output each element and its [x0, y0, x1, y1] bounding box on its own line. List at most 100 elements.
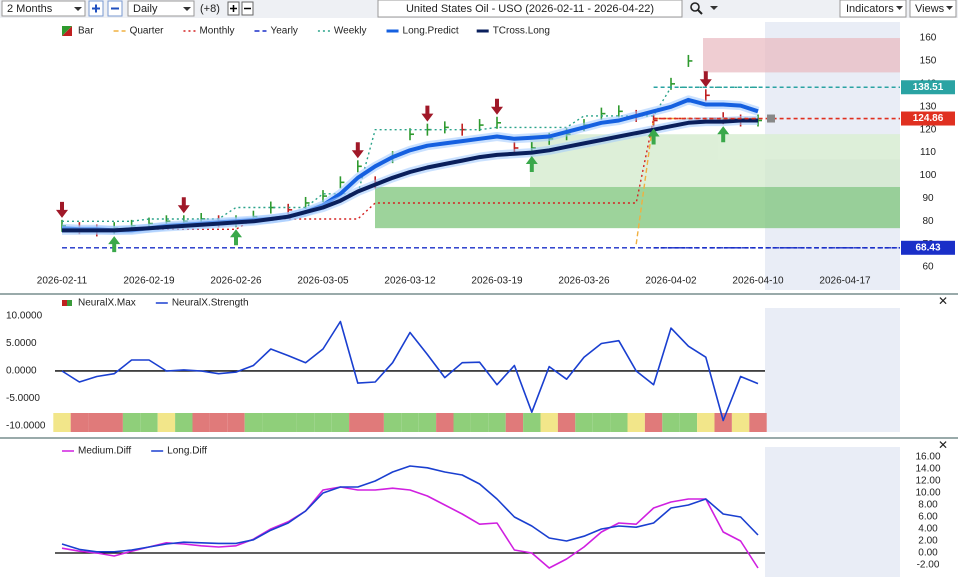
y-tick-label: -5.0000: [6, 393, 40, 404]
search-icon[interactable]: [690, 2, 700, 12]
views-button[interactable]: [909, 0, 957, 18]
legend-label: TCross.Long: [493, 26, 550, 37]
y-tick-label: 100: [920, 170, 937, 181]
interval-text: Daily: [133, 3, 158, 15]
level-label: 68.43: [915, 242, 940, 253]
strength-strip: [140, 413, 158, 432]
x-tick-label: 2026-04-02: [645, 276, 697, 287]
y-tick-label: -10.0000: [6, 421, 46, 432]
search-icon-handle: [697, 9, 703, 15]
strength-strip: [244, 413, 263, 432]
y-tick-label: 0.00: [918, 548, 938, 559]
sell-arrow: [56, 201, 68, 218]
strength-strip: [157, 413, 176, 432]
strength-strip: [296, 413, 315, 432]
legend-label: Yearly: [270, 26, 297, 37]
strength-strip: [175, 413, 193, 432]
series-line: [61, 320, 759, 422]
dropdown-arrow: [946, 6, 953, 10]
price-bar: [704, 89, 710, 102]
strength-strip: [505, 413, 524, 432]
strength-strip: [314, 413, 332, 432]
future-region: [765, 447, 900, 577]
legend-label: Quarter: [130, 26, 165, 37]
y-tick-label: -2.00: [917, 560, 940, 571]
y-tick-label: 8.00: [918, 500, 938, 511]
x-tick-label: 2026-02-26: [210, 276, 262, 287]
sell-arrow: [421, 105, 434, 122]
strength-strip: [592, 413, 611, 432]
strength-strip: [88, 413, 106, 432]
x-tick-label: 2026-03-26: [558, 276, 610, 287]
level-label-bg: [901, 80, 955, 95]
y-tick-label: 10.00: [915, 488, 940, 499]
dropdown-arrow: [710, 6, 718, 10]
strength-strip: [610, 413, 628, 432]
level-label: 124.86: [913, 113, 944, 124]
buy-arrow: [717, 126, 730, 143]
legend-label: Long.Predict: [403, 26, 459, 37]
y-tick-label: 80: [922, 216, 934, 227]
x-tick-label: 2026-03-12: [384, 276, 436, 287]
symbol-box[interactable]: [377, 0, 683, 18]
buy-arrow: [525, 155, 538, 172]
strength-strip: [453, 413, 471, 432]
indicators-text: Indicators: [846, 3, 894, 15]
strength-strip: [418, 413, 437, 432]
y-tick-label: 60: [922, 262, 934, 273]
series-line: [61, 465, 759, 553]
dropdown-arrow: [74, 7, 82, 11]
legend-icon: [67, 300, 72, 306]
y-tick-label: 10.0000: [6, 311, 43, 322]
strength-strip: [470, 413, 489, 432]
price-bar: [339, 176, 345, 189]
indicators-button[interactable]: [839, 0, 907, 18]
series-line: [62, 118, 758, 233]
price-bar: [443, 121, 449, 134]
strength-strip: [209, 413, 228, 432]
buy-arrow: [108, 236, 121, 253]
strength-strip: [122, 413, 141, 432]
strength-strip: [53, 413, 71, 432]
price-bar: [356, 160, 362, 173]
y-tick-label: 14.00: [915, 464, 940, 475]
dropdown-arrow: [183, 7, 191, 11]
strength-strip: [662, 413, 680, 432]
close-panel[interactable]: ✕: [938, 294, 948, 308]
strength-strip: [644, 413, 663, 432]
price-bar: [304, 196, 310, 209]
level-label-bg: [901, 240, 955, 255]
legend-icon: [62, 300, 67, 306]
sell-arrow: [177, 197, 190, 214]
x-tick-label: 2026-02-19: [123, 276, 175, 287]
buy-arrow: [647, 128, 660, 145]
strength-strip: [557, 413, 576, 432]
offset-text: (+8): [200, 3, 220, 15]
plus-icon: [230, 5, 237, 12]
x-tick-label: 2026-02-11: [37, 276, 88, 287]
legend-icon: [62, 26, 72, 36]
support-zone-upper: [718, 134, 900, 160]
strength-strip: [523, 413, 541, 432]
y-tick-label: 150: [920, 56, 937, 67]
strength-strip: [679, 413, 698, 432]
support-zone: [375, 186, 900, 229]
close-panel[interactable]: ✕: [938, 438, 948, 452]
strength-strip: [697, 413, 715, 432]
y-tick-label: 6.00: [918, 512, 938, 523]
legend-label: Medium.Diff: [78, 446, 131, 457]
strength-strip: [366, 413, 384, 432]
strength-strip: [749, 413, 767, 432]
y-tick-label: 90: [922, 193, 934, 204]
plus-icon: [92, 4, 100, 13]
y-tick-label: 12.00: [915, 476, 940, 487]
y-tick-label: 130: [920, 101, 937, 112]
period-select[interactable]: [1, 0, 86, 17]
legend-label: NeuralX.Max: [78, 298, 136, 309]
strength-strip: [540, 413, 558, 432]
x-tick-label: 2026-03-19: [471, 276, 523, 287]
strength-strip: [279, 413, 297, 432]
interval-select[interactable]: [127, 0, 195, 17]
chart-title: United States Oil - USO (2026-02-11 - 20…: [406, 3, 654, 15]
